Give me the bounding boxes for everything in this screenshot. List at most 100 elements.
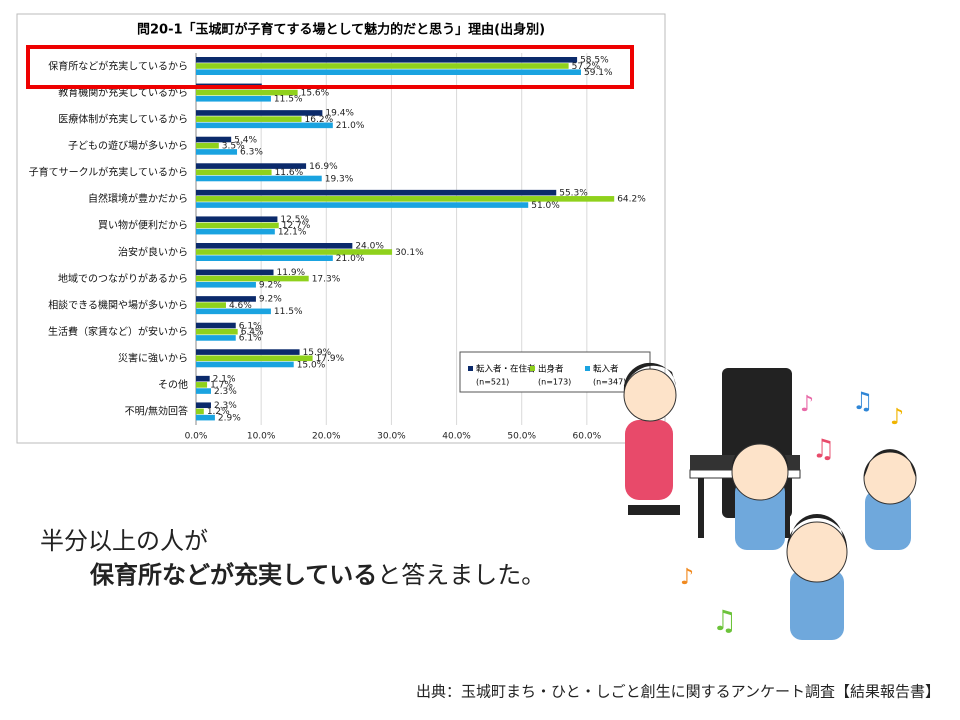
data-label: 9.2% bbox=[259, 295, 282, 305]
category-label: 保育所などが充実しているから bbox=[48, 59, 188, 72]
bar bbox=[196, 249, 393, 255]
message-emphasis: 保育所などが充実している bbox=[89, 561, 377, 589]
plot: 0.0% 10.0% 20.0% 30.0% 40.0% 50.0% 60.0% 保育所などが… bbox=[29, 53, 651, 442]
data-label: 12.1% bbox=[278, 227, 307, 237]
svg-text:♪: ♪ bbox=[890, 405, 904, 430]
svg-text:♫: ♫ bbox=[852, 387, 874, 415]
bar bbox=[196, 202, 529, 208]
bar bbox=[196, 281, 256, 288]
bar bbox=[196, 116, 302, 122]
bar bbox=[196, 222, 279, 229]
bar bbox=[196, 196, 615, 202]
x-tick-label: 0.0% bbox=[185, 432, 208, 442]
svg-text:♪: ♪ bbox=[800, 392, 814, 417]
data-label: 6.4% bbox=[241, 328, 264, 338]
data-label: 12.5% bbox=[280, 215, 309, 225]
bar bbox=[196, 308, 271, 315]
data-label: 1.7% bbox=[210, 381, 233, 391]
category-label: 災害に強いから bbox=[118, 352, 188, 365]
message-rest: と答えました。 bbox=[377, 561, 545, 589]
legend-label: 転入者 bbox=[593, 365, 619, 375]
bar bbox=[196, 175, 322, 182]
data-label: 9.2% bbox=[259, 281, 282, 291]
category-label: 医療体制が充実しているから bbox=[58, 112, 188, 125]
category-label: 子どもの遊び場が多いから bbox=[68, 139, 188, 152]
bar bbox=[196, 57, 578, 63]
bar bbox=[196, 216, 278, 223]
message-line2: 保育所などが充実していると答えました。 bbox=[89, 561, 545, 589]
data-label: 11.6% bbox=[275, 168, 304, 178]
bar bbox=[196, 402, 211, 409]
data-label: 11.9% bbox=[277, 268, 306, 278]
category-label: 治安が良いから bbox=[118, 245, 188, 258]
bar bbox=[196, 388, 211, 394]
category-label: その他 bbox=[158, 378, 188, 391]
bar bbox=[196, 349, 300, 355]
data-label: 6.1% bbox=[239, 334, 262, 344]
bar bbox=[196, 89, 298, 96]
data-label: 5.4% bbox=[234, 135, 257, 145]
data-label: 6.1% bbox=[239, 321, 262, 331]
legend-n: (n=521) bbox=[476, 378, 509, 387]
bar bbox=[196, 163, 307, 169]
bar bbox=[196, 322, 236, 329]
data-label: 59.1% bbox=[584, 68, 613, 78]
data-label: 19.3% bbox=[325, 174, 354, 184]
bar bbox=[196, 110, 323, 116]
bar bbox=[196, 122, 333, 129]
bar bbox=[196, 243, 353, 249]
x-tick-label: 50.0% bbox=[507, 432, 536, 442]
legend-swatch bbox=[530, 366, 535, 371]
bar bbox=[196, 69, 581, 75]
data-label: 16.2% bbox=[305, 115, 334, 125]
data-label: 11.5% bbox=[274, 95, 303, 105]
data-label: 16.9% bbox=[309, 162, 338, 172]
legend-swatch bbox=[468, 366, 473, 371]
bar bbox=[196, 361, 294, 368]
highlight-box bbox=[26, 45, 634, 89]
data-label: 17.3% bbox=[312, 274, 341, 284]
category-label: 子育てサークルが充実しているから bbox=[29, 166, 188, 179]
x-tick-label: 30.0% bbox=[377, 432, 406, 442]
category-label: 地域でのつながりがあるから bbox=[58, 272, 188, 285]
data-label: 15.0% bbox=[297, 360, 326, 370]
data-label: 15.6% bbox=[301, 88, 330, 98]
message-line1: 半分以上の人が bbox=[40, 527, 208, 555]
x-tick-label: 60.0% bbox=[573, 432, 602, 442]
legend-box bbox=[459, 351, 651, 393]
source: 出典：玉城町まち・ひと・しごと創生に関するアンケート調査【結果報告書】 bbox=[416, 683, 940, 701]
x-tick-label: 10.0% bbox=[247, 432, 276, 442]
svg-text:♫: ♫ bbox=[812, 435, 835, 465]
bar bbox=[196, 302, 226, 308]
data-label: 30.1% bbox=[395, 248, 424, 258]
bar bbox=[196, 382, 208, 388]
bar bbox=[196, 255, 333, 261]
bar bbox=[196, 269, 274, 276]
bar bbox=[196, 63, 569, 69]
data-label: 57.2% bbox=[572, 62, 601, 72]
category-label: 自然環境が豊かだから bbox=[88, 192, 188, 205]
bar bbox=[196, 335, 236, 341]
illustration: ♪ ♫ ♪ ♫ ♪ ♫ bbox=[623, 362, 917, 640]
data-label: 17.9% bbox=[316, 354, 345, 364]
category-label: 生活費（家賃など）が安いから bbox=[48, 325, 188, 338]
bar bbox=[196, 169, 272, 176]
category-label: 教育機関が充実しているから bbox=[58, 86, 188, 99]
data-label: 21.0% bbox=[336, 121, 365, 131]
bar bbox=[196, 142, 219, 149]
data-label: 64.2% bbox=[617, 195, 646, 205]
bar bbox=[196, 414, 215, 421]
bar bbox=[196, 95, 271, 102]
data-label: 1.2% bbox=[207, 407, 230, 417]
data-label: 6.3% bbox=[240, 148, 263, 158]
legend-n: (n=173) bbox=[538, 378, 571, 387]
category-label: 不明/無効回答 bbox=[125, 405, 188, 418]
bar bbox=[196, 189, 557, 196]
data-label: 24.0% bbox=[355, 242, 384, 252]
bar bbox=[196, 408, 204, 415]
data-label: 2.3% bbox=[214, 401, 237, 411]
bar bbox=[196, 228, 275, 235]
data-label: 4.6% bbox=[229, 301, 252, 311]
data-label: 11.5% bbox=[274, 307, 303, 317]
